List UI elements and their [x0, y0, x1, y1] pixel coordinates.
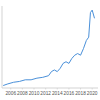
- x-tick-label: 2008: [17, 91, 28, 96]
- x-tick: [10, 88, 11, 90]
- x-tick-label: 2006: [5, 91, 16, 96]
- chart-container: 20062008201020122014201620182020: [0, 0, 100, 100]
- y-axis: [2, 6, 3, 88]
- x-tick-label: 2018: [75, 91, 86, 96]
- plot-area: [3, 10, 94, 85]
- x-tick: [22, 88, 23, 90]
- line: [3, 10, 94, 85]
- x-tick: [34, 88, 35, 90]
- x-tick-label: 2020: [87, 91, 98, 96]
- x-tick: [80, 88, 81, 90]
- x-tick: [92, 88, 93, 90]
- x-tick-label: 2016: [64, 91, 75, 96]
- x-tick: [68, 88, 69, 90]
- x-axis: [2, 88, 98, 89]
- x-tick: [57, 88, 58, 90]
- x-tick-label: 2012: [40, 91, 51, 96]
- x-tick: [45, 88, 46, 90]
- chart: 20062008201020122014201620182020: [0, 0, 100, 100]
- x-tick-label: 2014: [52, 91, 63, 96]
- x-tick-label: 2010: [29, 91, 40, 96]
